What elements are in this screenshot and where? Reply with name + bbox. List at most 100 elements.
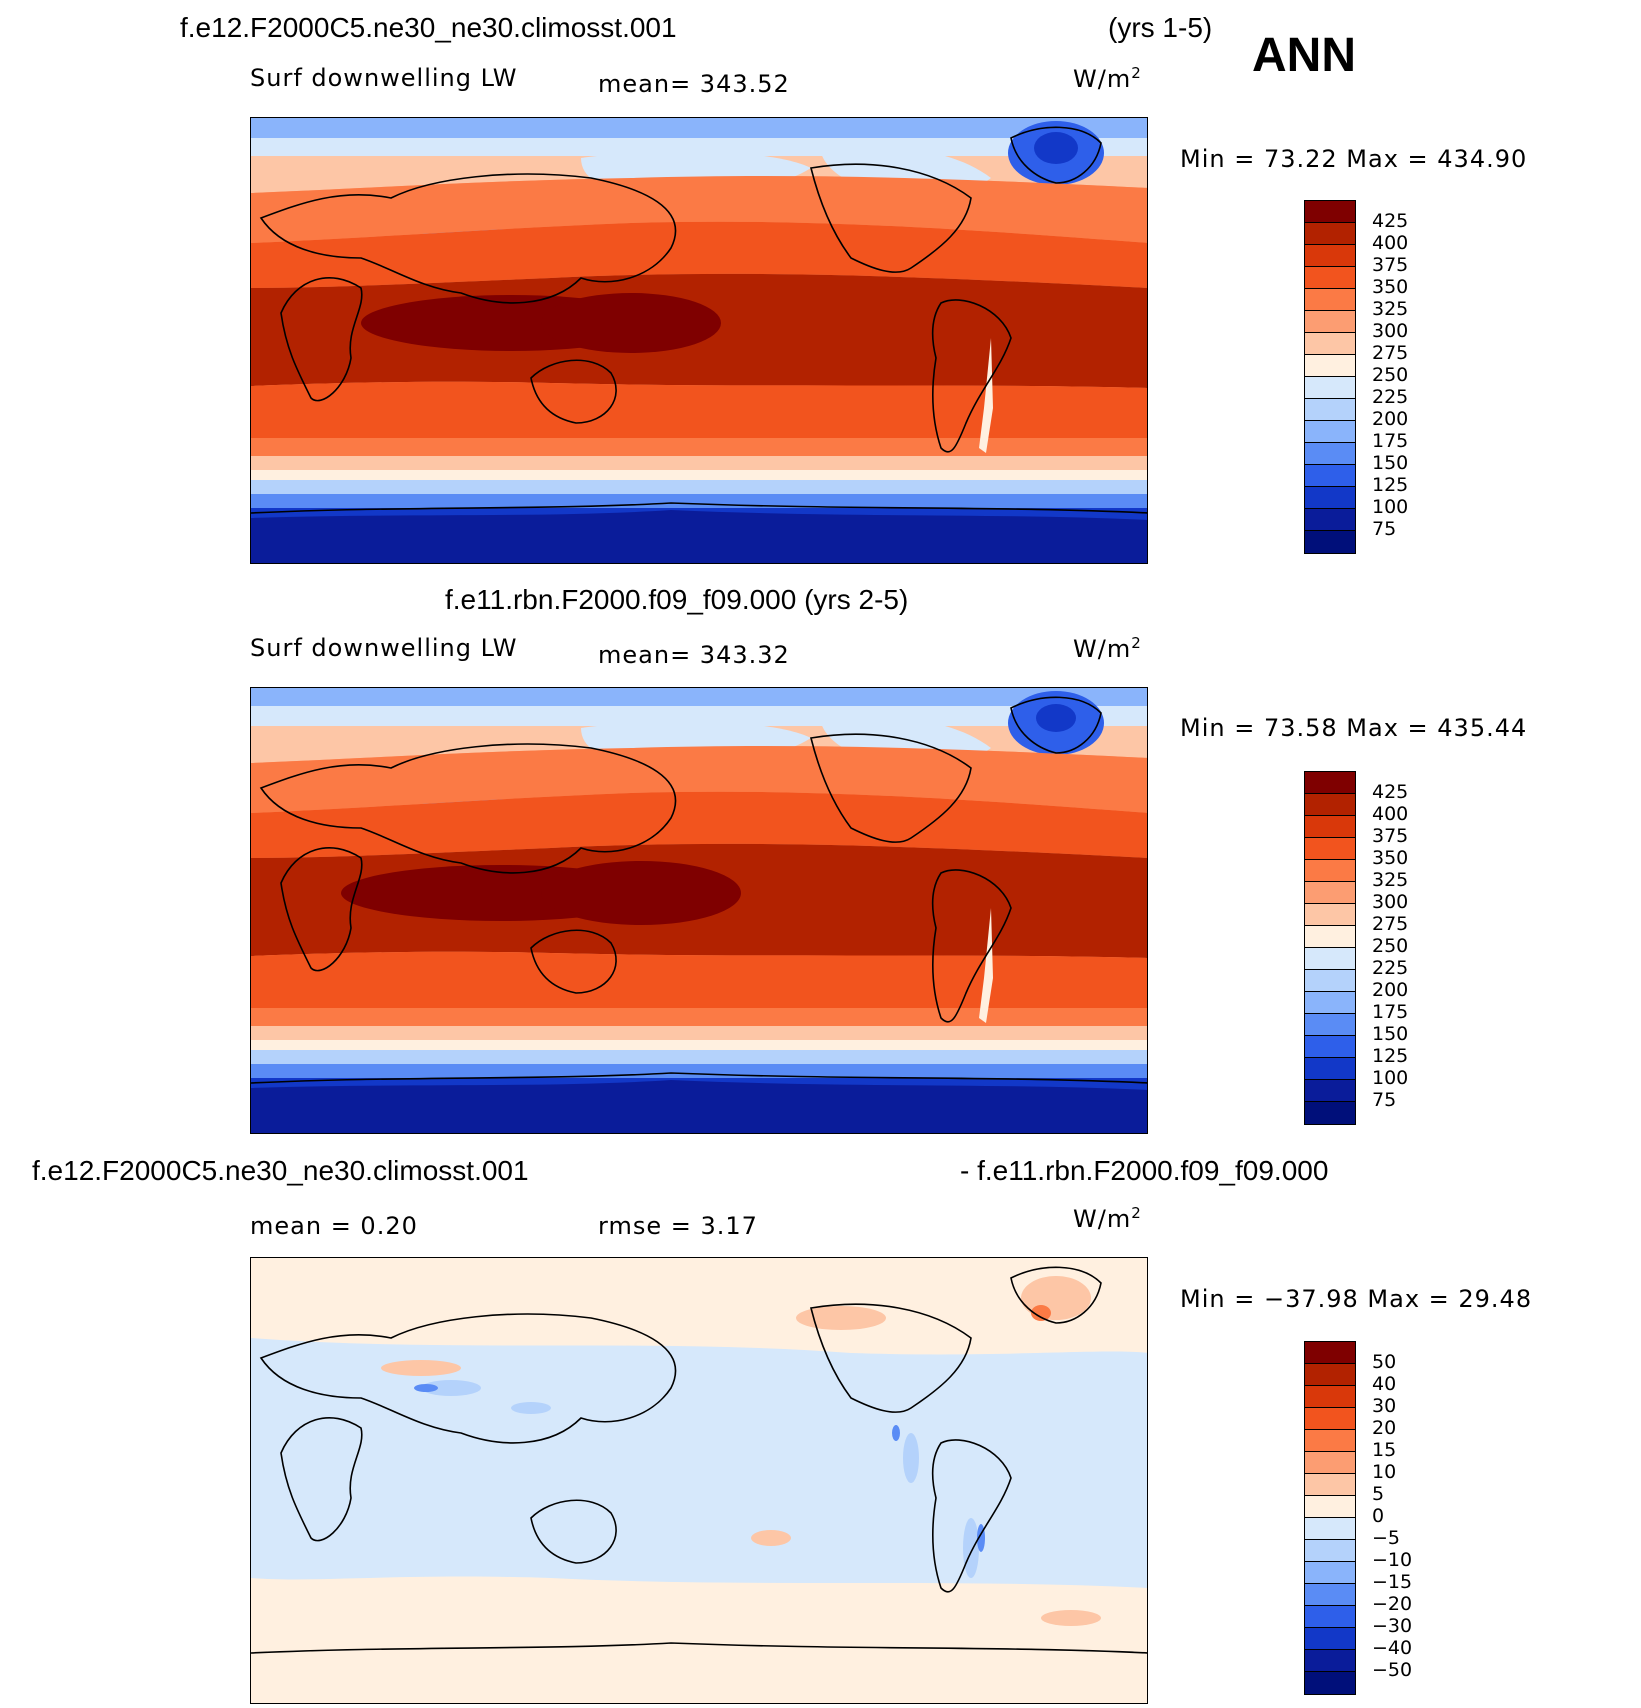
colorbar-tick-label: 175 [1372,1001,1409,1023]
colorbar-swatch [1305,970,1355,992]
colorbar-tick-label: 375 [1372,254,1409,276]
colorbar-swatch [1305,1102,1355,1124]
colorbar-swatch [1305,1408,1355,1430]
colorbar-tick-label: 100 [1372,496,1409,518]
colorbar-tick-label: 150 [1372,452,1409,474]
colorbar-tick-label: 350 [1372,847,1409,869]
panel2-mean: mean= 343.32 [598,641,790,669]
colorbar-tick-label: 75 [1372,1089,1397,1111]
colorbar-swatch [1305,311,1355,333]
colorbar-tick-label: 125 [1372,474,1409,496]
colorbar-tick-label: 200 [1372,408,1409,430]
colorbar-tick-label: 275 [1372,342,1409,364]
colorbar-swatch [1305,333,1355,355]
colorbar-tick-label: 425 [1372,781,1409,803]
panel3-case-title-right: - f.e11.rbn.F2000.f09_f09.000 [960,1155,1329,1186]
colorbar-swatch [1305,1628,1355,1650]
colorbar-swatch [1305,355,1355,377]
panel1-mean: mean= 343.52 [598,70,790,98]
colorbar-tick-label: −10 [1372,1549,1413,1571]
colorbar-swatch [1305,1342,1355,1364]
colorbar-swatch [1305,223,1355,245]
panel2-colorbar [1304,771,1356,1125]
colorbar-tick-label: 200 [1372,979,1409,1001]
colorbar-tick-label: 350 [1372,276,1409,298]
colorbar-tick-label: −5 [1372,1527,1401,1549]
colorbar-tick-label: 15 [1372,1439,1397,1461]
colorbar-swatch [1305,421,1355,443]
colorbar-swatch [1305,531,1355,553]
panel2-units: W/m2 [1073,634,1142,663]
panel1-colorbar [1304,200,1356,554]
colorbar-tick-label: 30 [1372,1395,1397,1417]
colorbar-tick-label: 375 [1372,825,1409,847]
colorbar-tick-label: −20 [1372,1593,1413,1615]
panel3-rmse: rmse = 3.17 [598,1212,758,1240]
colorbar-tick-label: 225 [1372,386,1409,408]
colorbar-swatch [1305,1080,1355,1102]
colorbar-swatch [1305,1650,1355,1672]
colorbar-tick-label: 300 [1372,320,1409,342]
panel1-case-title: f.e12.F2000C5.ne30_ne30.climosst.001 [180,12,677,43]
colorbar-tick-label: 50 [1372,1351,1397,1373]
panel3-colorbar [1304,1341,1356,1695]
colorbar-swatch [1305,201,1355,223]
panel3-units: W/m2 [1073,1204,1142,1233]
colorbar-tick-label: 325 [1372,869,1409,891]
colorbar-swatch [1305,465,1355,487]
panel1-minmax: Min = 73.22 Max = 434.90 [1180,145,1528,173]
colorbar-swatch [1305,1386,1355,1408]
panel2-map [250,687,1148,1134]
colorbar-tick-label: −40 [1372,1637,1413,1659]
panel1-map-field [251,118,1147,563]
colorbar-tick-label: 225 [1372,957,1409,979]
colorbar-tick-label: 250 [1372,935,1409,957]
panel3-case-title: f.e12.F2000C5.ne30_ne30.climosst.001 [32,1155,529,1186]
colorbar-tick-label: −15 [1372,1571,1413,1593]
colorbar-swatch [1305,1452,1355,1474]
colorbar-swatch [1305,267,1355,289]
colorbar-swatch [1305,1540,1355,1562]
colorbar-tick-label: 0 [1372,1505,1385,1527]
colorbar-swatch [1305,772,1355,794]
colorbar-swatch [1305,1036,1355,1058]
colorbar-swatch [1305,904,1355,926]
colorbar-swatch [1305,1518,1355,1540]
colorbar-tick-label: −30 [1372,1615,1413,1637]
colorbar-tick-label: 125 [1372,1045,1409,1067]
colorbar-swatch [1305,1584,1355,1606]
colorbar-swatch [1305,1474,1355,1496]
colorbar-tick-label: 10 [1372,1461,1397,1483]
panel2-minmax: Min = 73.58 Max = 435.44 [1180,714,1528,742]
colorbar-tick-label: 325 [1372,298,1409,320]
colorbar-tick-label: 400 [1372,232,1409,254]
colorbar-swatch [1305,1430,1355,1452]
panel1-years: (yrs 1-5) [1108,12,1213,43]
colorbar-tick-label: 275 [1372,913,1409,935]
colorbar-tick-label: 75 [1372,518,1397,540]
panel3-map [250,1257,1148,1704]
panel3-mean: mean = 0.20 [250,1212,418,1240]
colorbar-swatch [1305,509,1355,531]
panel1-variable: Surf downwelling LW [250,64,518,92]
colorbar-swatch [1305,1496,1355,1518]
colorbar-swatch [1305,487,1355,509]
colorbar-swatch [1305,1364,1355,1386]
colorbar-swatch [1305,992,1355,1014]
colorbar-tick-label: 20 [1372,1417,1397,1439]
colorbar-tick-label: 300 [1372,891,1409,913]
panel3-minmax: Min = −37.98 Max = 29.48 [1180,1285,1533,1313]
colorbar-swatch [1305,882,1355,904]
colorbar-swatch [1305,1606,1355,1628]
panel2-case-title: f.e11.rbn.F2000.f09_f09.000 (yrs 2-5) [445,584,909,615]
colorbar-swatch [1305,794,1355,816]
colorbar-swatch [1305,245,1355,267]
colorbar-tick-label: 250 [1372,364,1409,386]
panel2-map-field [251,688,1147,1133]
colorbar-tick-label: 150 [1372,1023,1409,1045]
colorbar-swatch [1305,377,1355,399]
colorbar-swatch [1305,860,1355,882]
colorbar-tick-label: 425 [1372,210,1409,232]
panel2-variable: Surf downwelling LW [250,634,518,662]
colorbar-swatch [1305,816,1355,838]
